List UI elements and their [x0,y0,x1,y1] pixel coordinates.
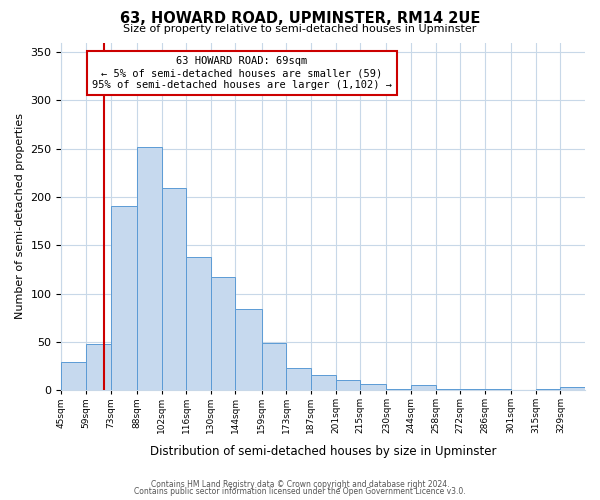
Bar [560,387,585,390]
Bar [536,389,560,390]
Bar [286,368,311,390]
Bar [436,389,460,390]
Text: Size of property relative to semi-detached houses in Upminster: Size of property relative to semi-detach… [124,24,476,34]
Bar [186,257,211,390]
Bar [61,362,86,390]
Bar [110,206,137,390]
Text: 63, HOWARD ROAD, UPMINSTER, RM14 2UE: 63, HOWARD ROAD, UPMINSTER, RM14 2UE [120,11,480,26]
Bar [485,389,511,390]
Text: Contains public sector information licensed under the Open Government Licence v3: Contains public sector information licen… [134,488,466,496]
Text: 63 HOWARD ROAD: 69sqm
← 5% of semi-detached houses are smaller (59)
95% of semi-: 63 HOWARD ROAD: 69sqm ← 5% of semi-detac… [92,56,392,90]
Bar [137,147,161,390]
Bar [460,389,485,390]
Bar [360,384,386,390]
Bar [262,343,286,390]
Bar [335,380,360,390]
Bar [161,188,186,390]
Bar [86,344,110,390]
Bar [411,385,436,390]
Bar [211,277,235,390]
Y-axis label: Number of semi-detached properties: Number of semi-detached properties [15,114,25,320]
Bar [235,309,262,390]
Bar [386,389,411,390]
X-axis label: Distribution of semi-detached houses by size in Upminster: Distribution of semi-detached houses by … [150,444,496,458]
Text: Contains HM Land Registry data © Crown copyright and database right 2024.: Contains HM Land Registry data © Crown c… [151,480,449,489]
Bar [311,374,335,390]
